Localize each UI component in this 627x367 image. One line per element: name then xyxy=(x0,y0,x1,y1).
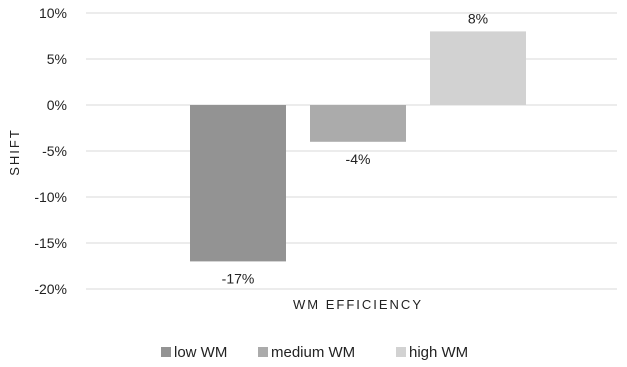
y-tick-label: -5% xyxy=(42,143,67,159)
legend-swatch xyxy=(161,347,171,357)
y-tick-label: -10% xyxy=(34,189,67,205)
bar-low-wm xyxy=(190,105,286,262)
data-label: 8% xyxy=(468,10,488,26)
x-axis-title: WM EFFICIENCY xyxy=(293,297,423,312)
legend: low WM medium WM high WM xyxy=(161,344,468,361)
legend-swatch xyxy=(258,347,268,357)
y-tick-label: 10% xyxy=(39,5,67,21)
data-label: -17% xyxy=(222,270,255,286)
legend-item-label: high WM xyxy=(409,344,468,361)
bar-high-wm xyxy=(430,31,526,105)
bars xyxy=(190,31,526,262)
y-tick-label: 0% xyxy=(47,97,67,113)
legend-swatch xyxy=(396,347,406,357)
y-axis-ticks: 10% 5% 0% -5% -10% -15% -20% xyxy=(34,5,67,297)
y-axis-title: SHIFT xyxy=(7,128,22,176)
data-labels: -17% -4% 8% xyxy=(222,10,488,286)
y-tick-label: -15% xyxy=(34,235,67,251)
y-tick-label: 5% xyxy=(47,51,67,67)
legend-item-label: medium WM xyxy=(271,344,355,361)
legend-item-label: low WM xyxy=(174,344,227,361)
data-label: -4% xyxy=(346,151,371,167)
bar-medium-wm xyxy=(310,105,406,142)
y-tick-label: -20% xyxy=(34,281,67,297)
